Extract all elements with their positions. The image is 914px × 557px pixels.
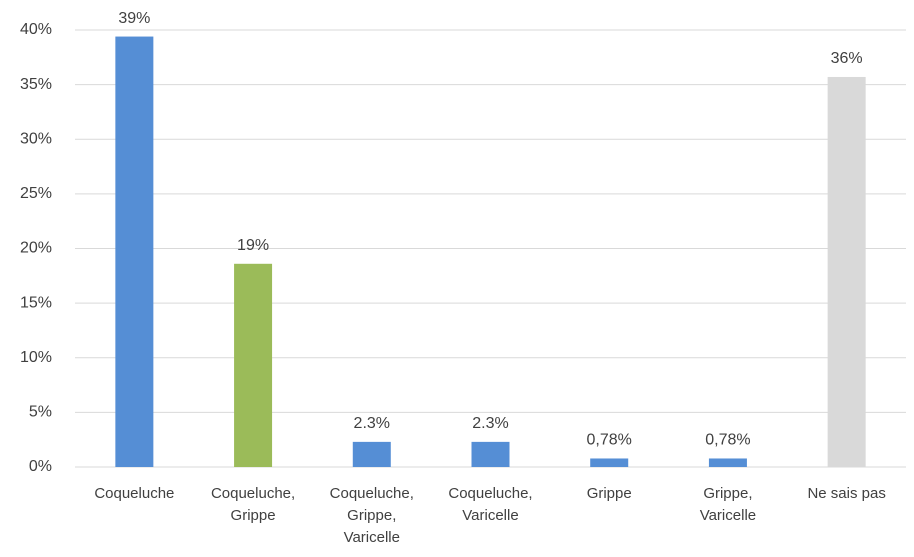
x-tick-label: Coqueluche, Varicelle — [448, 485, 533, 524]
value-label: 2.3% — [354, 415, 390, 432]
x-tick-label: Coqueluche, Grippe, Varicelle — [329, 485, 414, 546]
x-tick-label: Grippe — [586, 485, 632, 502]
y-tick-label: 40% — [20, 21, 52, 38]
bar — [352, 441, 391, 467]
value-label: 39% — [118, 10, 150, 27]
x-tick-label: Coqueluche — [94, 485, 175, 502]
bar — [115, 36, 154, 468]
bar — [590, 458, 629, 467]
value-label: 0,78% — [587, 432, 632, 449]
bar — [708, 458, 747, 467]
y-tick-label: 25% — [20, 185, 52, 202]
y-tick-label: 0% — [29, 458, 52, 475]
y-tick-label: 15% — [20, 294, 52, 311]
y-tick-label: 20% — [20, 240, 52, 257]
bar — [471, 441, 510, 467]
y-tick-label: 30% — [20, 130, 52, 147]
value-label: 19% — [237, 237, 269, 254]
x-tick-label: Grippe, Varicelle — [699, 485, 757, 524]
bar — [827, 76, 866, 467]
x-tick-label: Coqueluche, Grippe — [210, 485, 296, 524]
value-label: 2.3% — [472, 415, 508, 432]
x-tick-label: Ne sais pas — [807, 485, 886, 502]
bar — [234, 263, 273, 467]
y-tick-label: 5% — [29, 404, 52, 421]
value-label: 36% — [831, 50, 863, 67]
value-label: 0,78% — [705, 432, 750, 449]
y-tick-label: 35% — [20, 76, 52, 93]
y-tick-label: 10% — [20, 349, 52, 366]
